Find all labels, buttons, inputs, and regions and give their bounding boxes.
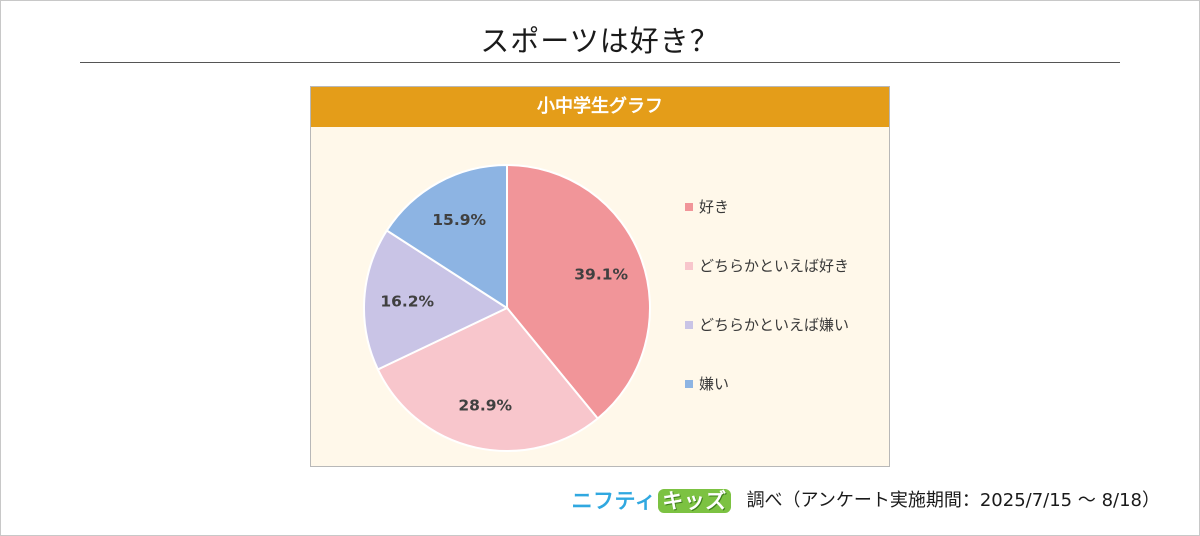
brand-logo-part1: ニフティ (571, 489, 657, 513)
legend-label: どちらかといえば好き (699, 257, 850, 275)
legend-swatch (685, 202, 693, 211)
title-divider (80, 62, 1120, 63)
pie-slice-4 (385, 163, 508, 310)
pie-slice-label-3: 16.2% (380, 293, 434, 311)
chart-panel: 小中学生グラフ 39.1% 28.9% 16.2% 15.9% 好きどちらかといえば好… (310, 86, 890, 467)
brand-logo-part2: キッズ (658, 489, 731, 513)
pie-slice-1 (506, 163, 651, 420)
brand-logo: ニフティ キッズ (572, 489, 741, 513)
legend-item-4: 嫌い (685, 374, 729, 394)
legend-label: どちらかといえば嫌い (699, 316, 850, 334)
legend-swatch (685, 320, 693, 329)
pie-chart: 39.1% 28.9% 16.2% 15.9% (363, 163, 651, 452)
pie-slice-3 (363, 229, 510, 371)
survey-note: 調べ（アンケート実施期間：2025/7/15 ～ 8/18） (746, 490, 1160, 511)
pie-slice-label-2: 28.9% (458, 397, 512, 415)
chart-header: 小中学生グラフ (311, 87, 889, 127)
legend-item-2: どちらかといえば好き (685, 256, 849, 276)
legend-item-1: 好き (685, 197, 729, 217)
legend-label: 好き (699, 198, 730, 216)
pie-slice-label-4: 15.9% (432, 211, 486, 229)
legend-item-3: どちらかといえば嫌い (685, 315, 849, 335)
legend-swatch (685, 261, 693, 270)
page-title: スポーツは好き？ (480, 24, 720, 58)
footer-credit: ニフティ キッズ 調べ（アンケート実施期間：2025/7/15 ～ 8/18） (572, 488, 1160, 514)
legend-swatch (685, 379, 693, 388)
pie-slice-label-1: 39.1% (574, 265, 628, 283)
legend-label: 嫌い (699, 375, 730, 393)
